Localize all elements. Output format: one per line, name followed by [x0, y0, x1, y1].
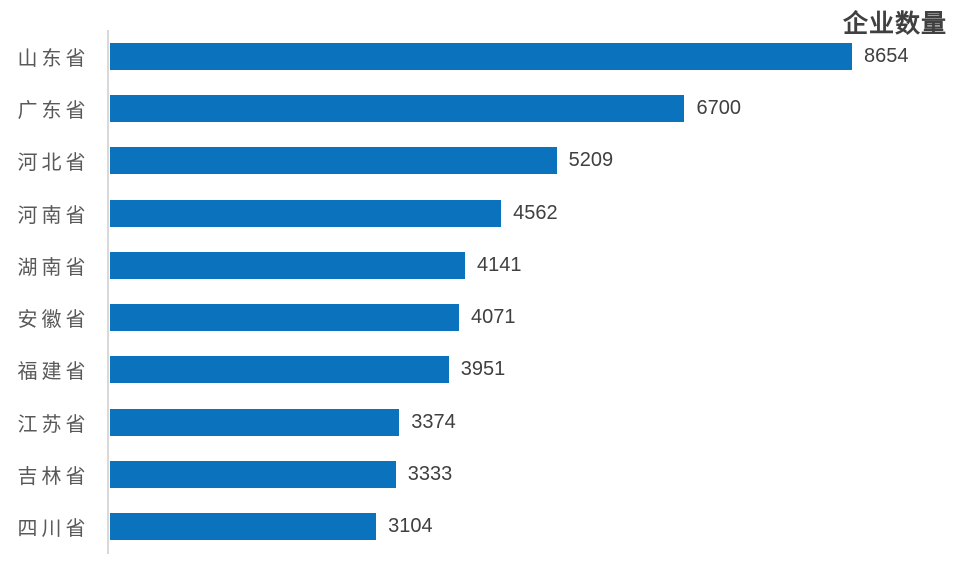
bar-row: 江苏省 3374 [0, 396, 959, 448]
category-label: 四川省 [17, 518, 90, 541]
bar-row: 河北省 5209 [0, 135, 959, 187]
bar [110, 42, 852, 70]
bar [110, 147, 557, 175]
value-label: 5209 [568, 149, 614, 172]
bar [110, 199, 502, 227]
bar [110, 356, 449, 384]
category-label: 江苏省 [17, 413, 90, 436]
bar-row: 湖南省 4141 [0, 239, 959, 291]
value-label: 3333 [407, 463, 453, 486]
bar-row: 吉林省 3333 [0, 448, 959, 500]
category-label: 河北省 [17, 152, 90, 175]
value-label: 4071 [471, 306, 516, 329]
value-label: 4562 [513, 201, 558, 224]
chart-title: 企业数量 [842, 10, 947, 38]
bar-row: 安徽省 4071 [0, 291, 959, 343]
value-label: 4141 [477, 253, 522, 276]
category-label: 吉林省 [17, 466, 90, 489]
chart-rows: 山东省 8654 广东省 6700 河北省 5209 河南省 4562 湖南省 … [0, 30, 959, 553]
category-label: 福建省 [17, 361, 90, 384]
y-axis-line [107, 30, 109, 554]
value-label: 3104 [388, 515, 433, 538]
category-label: 河南省 [17, 204, 90, 227]
category-label: 山东省 [17, 47, 90, 70]
bar-row: 广东省 6700 [0, 82, 959, 134]
category-label: 安徽省 [17, 309, 90, 332]
category-label: 湖南省 [17, 256, 90, 279]
value-label: 6700 [696, 96, 741, 119]
bar-row: 山东省 8654 [0, 30, 959, 82]
bar-row: 四川省 3104 [0, 501, 959, 553]
bar [110, 94, 685, 122]
value-label: 8654 [864, 44, 909, 67]
value-label: 3374 [411, 410, 456, 433]
bar [110, 461, 396, 489]
category-label: 广东省 [17, 99, 90, 122]
bar [110, 408, 400, 436]
value-label: 3951 [460, 358, 506, 381]
bar-row: 河南省 4562 [0, 187, 959, 239]
bar-row: 福建省 3951 [0, 344, 959, 396]
bar [110, 513, 377, 541]
bar [110, 251, 466, 279]
bar [110, 304, 460, 332]
